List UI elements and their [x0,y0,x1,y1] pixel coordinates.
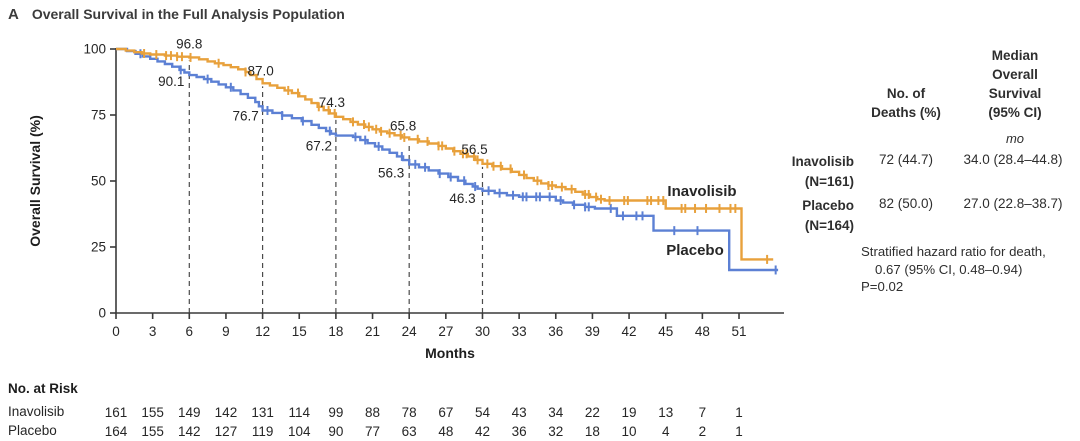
x-tick-label: 51 [732,324,747,339]
risk-count-inavolisib: 34 [548,405,564,420]
risk-count-placebo: 164 [105,424,128,439]
y-tick-label: 50 [91,174,106,189]
risk-count-inavolisib: 78 [402,405,417,420]
risk-count-placebo: 127 [215,424,238,439]
survival-annotation-inavolisib: 56.5 [461,142,487,157]
x-tick-label: 48 [695,324,710,339]
y-tick-label: 75 [91,108,106,123]
x-tick-label: 21 [365,324,380,339]
median-value-placebo: 27.0 (22.8–38.7) [963,196,1063,211]
summary-row-label-inavolisib: Inavolisib (N=161) [791,154,854,189]
hazard-line-3: P=0.02 [861,279,904,294]
panel-letter: A [8,6,19,23]
risk-count-inavolisib: 54 [475,405,491,420]
x-tick-label: 0 [112,324,120,339]
x-tick-label: 3 [149,324,157,339]
survival-annotation-inavolisib: 65.8 [390,118,416,133]
risk-count-placebo: 119 [252,424,274,439]
deaths-column-header: No. of Deaths (%) [871,86,941,120]
risk-count-inavolisib: 161 [105,405,128,420]
survival-annotation-placebo: 90.1 [158,74,184,89]
survival-annotation-placebo: 56.3 [378,165,404,180]
survival-annotation-placebo: 76.7 [232,109,258,124]
x-tick-label: 15 [292,324,307,339]
x-tick-label: 39 [585,324,600,339]
risk-count-inavolisib: 1 [735,405,743,420]
risk-count-placebo: 63 [402,424,417,439]
risk-count-inavolisib: 114 [288,405,310,420]
y-tick-label: 0 [98,306,106,321]
panel-title-text: Overall Survival in the Full Analysis Po… [31,6,345,22]
risk-count-placebo: 4 [662,424,670,439]
x-axis-title: Months [425,345,475,361]
risk-count-inavolisib: 22 [585,405,600,420]
risk-count-inavolisib: 88 [365,405,380,420]
survival-annotation-inavolisib: 74.3 [319,95,345,110]
risk-count-placebo: 10 [622,424,637,439]
x-tick-label: 6 [186,324,194,339]
x-tick-label: 45 [658,324,673,339]
risk-count-placebo: 104 [288,424,311,439]
deaths-value-inavolisib: 72 (44.7) [878,152,934,167]
risk-count-placebo: 2 [699,424,707,439]
risk-count-placebo: 18 [585,424,600,439]
x-tick-label: 12 [255,324,270,339]
y-tick-label: 25 [91,240,106,255]
hazard-ratio-note: Stratified hazard ratio for death, 0.67 … [861,243,1080,296]
survival-annotation-inavolisib: 87.0 [247,63,273,78]
x-tick-label: 27 [438,324,453,339]
x-tick-label: 24 [402,324,418,339]
risk-row-label-inavolisib: Inavolisib [8,404,65,419]
risk-count-inavolisib: 155 [141,405,164,420]
risk-count-placebo: 155 [141,424,164,439]
x-tick-label: 18 [328,324,343,339]
risk-count-placebo: 36 [512,424,527,439]
x-tick-label: 36 [548,324,563,339]
risk-count-inavolisib: 149 [178,405,201,420]
no-at-risk-heading: No. at Risk [8,381,78,396]
risk-count-placebo: 32 [548,424,563,439]
hazard-line-1: Stratified hazard ratio for death, [861,244,1046,259]
risk-count-inavolisib: 7 [699,405,707,420]
risk-count-placebo: 142 [178,424,201,439]
x-tick-label: 42 [622,324,637,339]
risk-count-placebo: 1 [735,424,743,439]
y-tick-label: 100 [83,42,106,57]
x-tick-label: 9 [222,324,230,339]
deaths-value-placebo: 82 (50.0) [878,196,934,211]
risk-count-inavolisib: 13 [658,405,673,420]
hazard-line-2: 0.67 (95% CI, 0.48–0.94) [875,261,1023,277]
risk-count-inavolisib: 19 [622,405,637,420]
risk-count-placebo: 48 [438,424,453,439]
risk-count-placebo: 90 [328,424,343,439]
km-curve-placebo [116,47,779,272]
x-tick-label: 33 [512,324,527,339]
x-tick-label: 30 [475,324,490,339]
curve-label-placebo: Placebo [666,242,724,259]
survival-annotation-inavolisib: 96.8 [176,36,202,51]
median-os-column-header: Median Overall Survival (95% CI) [988,48,1042,120]
unit-label-mo: mo [1005,131,1025,146]
risk-count-inavolisib: 67 [438,405,453,420]
risk-count-inavolisib: 131 [251,405,274,420]
summary-row-label-placebo: Placebo (N=164) [802,198,854,233]
risk-row-label-placebo: Placebo [8,423,57,438]
survival-annotation-placebo: 67.2 [306,139,332,154]
risk-count-inavolisib: 99 [328,405,343,420]
survival-annotation-placebo: 46.3 [449,191,475,206]
curve-label-inavolisib: Inavolisib [667,183,736,200]
y-axis-title: Overall Survival (%) [27,115,43,247]
risk-count-inavolisib: 142 [215,405,238,420]
median-value-inavolisib: 34.0 (28.4–44.8) [963,152,1063,167]
risk-count-placebo: 77 [365,424,380,439]
panel-title: A Overall Survival in the Full Analysis P… [8,6,345,24]
risk-count-inavolisib: 43 [512,405,527,420]
risk-count-placebo: 42 [475,424,490,439]
